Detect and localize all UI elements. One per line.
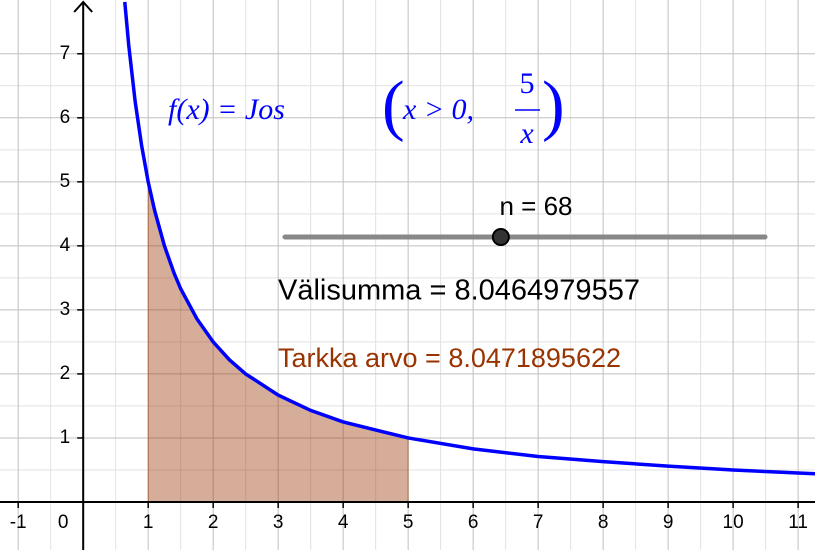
y-tick-label: 6 bbox=[60, 107, 71, 128]
partial-sum: Välisumma = 8.0464979557 bbox=[278, 275, 640, 307]
x-tick-label: 2 bbox=[208, 512, 219, 533]
y-tick-label: 1 bbox=[60, 427, 71, 448]
x-tick-label: 7 bbox=[533, 512, 544, 533]
x-tick-label: 9 bbox=[663, 512, 674, 533]
paren: ) bbox=[542, 67, 565, 143]
formula-condition: x > 0, bbox=[402, 93, 474, 126]
slider-label: n = 68 bbox=[499, 191, 572, 221]
y-axis-arrow bbox=[73, 0, 93, 13]
formula: f(x) = Jos ( x > 0, 5 x ) bbox=[168, 67, 565, 150]
function-curve bbox=[123, 1, 815, 476]
x-tick-label: 0 bbox=[58, 512, 69, 533]
x-tick-label: 10 bbox=[723, 512, 744, 533]
x-tick-label: -1 bbox=[10, 512, 27, 533]
x-tick-label: 6 bbox=[468, 512, 479, 533]
x-tick-label: 1 bbox=[143, 512, 154, 533]
x-tick-label: 11 bbox=[788, 512, 808, 533]
plot bbox=[123, 1, 815, 476]
x-tick-label: 5 bbox=[403, 512, 414, 533]
formula-numerator: 5 bbox=[520, 67, 535, 100]
y-tick-label: 2 bbox=[60, 363, 71, 384]
x-tick-label: 3 bbox=[273, 512, 284, 533]
formula-denominator: x bbox=[519, 117, 534, 150]
y-tick-label: 7 bbox=[60, 43, 71, 64]
x-tick-label: 4 bbox=[338, 512, 349, 533]
x-tick-label: 8 bbox=[598, 512, 609, 533]
y-tick-label: 4 bbox=[60, 235, 71, 256]
formula-lhs: f(x) = Jos bbox=[168, 93, 285, 126]
exact-value: Tarkka arvo = 8.0471895622 bbox=[278, 343, 621, 373]
slider bbox=[491, 228, 510, 246]
paren: ( bbox=[382, 67, 405, 143]
slider-knob[interactable] bbox=[491, 228, 510, 246]
y-tick-label: 5 bbox=[60, 171, 71, 192]
y-tick-label: 3 bbox=[60, 299, 71, 320]
